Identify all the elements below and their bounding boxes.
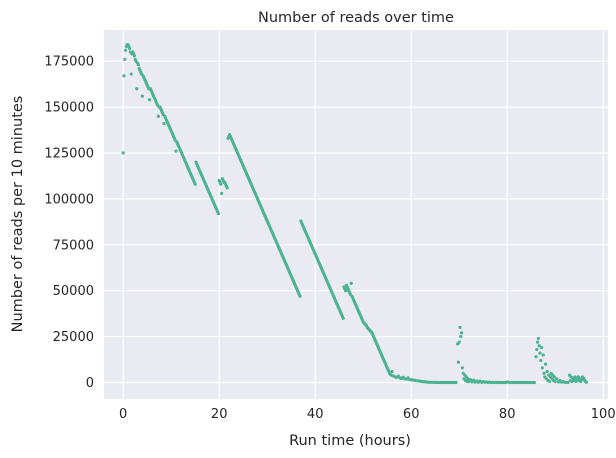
y-tick-label: 175000 [44, 55, 94, 70]
data-point [468, 378, 472, 382]
data-point [123, 57, 127, 61]
x-tick-label: 0 [119, 407, 127, 422]
x-tick-label: 80 [499, 407, 516, 422]
data-point [136, 63, 141, 67]
x-axis-label: Run time (hours) [289, 433, 411, 449]
y-axis-label: Number of reads per 10 minutes [10, 96, 26, 333]
data-point [162, 122, 166, 126]
data-point [460, 366, 465, 370]
data-point [343, 289, 348, 293]
data-point [132, 54, 136, 58]
data-point [129, 72, 133, 76]
y-tick-label: 150000 [44, 101, 94, 116]
data-point [540, 366, 544, 370]
data-point [124, 48, 128, 52]
data-point [553, 379, 557, 384]
data-point [225, 186, 229, 190]
y-tick-label: 50000 [53, 284, 94, 299]
data-point [121, 151, 125, 155]
data-point [458, 325, 462, 329]
data-point [535, 340, 540, 344]
data-point [298, 294, 302, 298]
data-point [547, 379, 552, 384]
y-tick-label: 75000 [53, 238, 94, 253]
data-point [552, 375, 556, 379]
data-point [539, 358, 543, 363]
data-point [140, 94, 144, 98]
data-point [466, 377, 470, 381]
x-tick-label: 60 [403, 407, 420, 422]
data-point [542, 371, 546, 375]
data-point [193, 182, 197, 186]
x-tick-label: 40 [307, 407, 324, 422]
data-point [156, 114, 160, 118]
data-point [534, 355, 538, 359]
data-point [122, 74, 126, 78]
data-point [216, 211, 220, 216]
data-points [121, 43, 589, 385]
data-point [389, 373, 393, 377]
data-point [220, 191, 224, 195]
x-tick-labels: 0 20 40 60 80 100 [119, 407, 616, 422]
y-tick-label: 100000 [44, 192, 94, 207]
data-point [541, 353, 545, 357]
data-point [174, 149, 178, 153]
data-point [456, 360, 460, 364]
chart-title: Number of reads over time [258, 10, 454, 26]
data-point [545, 369, 549, 374]
data-point [532, 380, 537, 385]
data-point [544, 362, 548, 366]
x-tick-label: 20 [211, 407, 228, 422]
x-tick-label: 100 [591, 407, 616, 422]
data-point [457, 340, 461, 344]
data-point [148, 98, 152, 102]
data-point [390, 369, 394, 374]
y-tick-label: 125000 [44, 147, 94, 162]
data-point [459, 334, 463, 339]
data-point [584, 380, 589, 384]
grid-lines [104, 30, 608, 399]
data-point [555, 377, 559, 381]
data-point [540, 346, 544, 350]
data-point [566, 380, 570, 385]
data-point [536, 336, 541, 341]
data-point [127, 46, 132, 50]
data-point [454, 380, 458, 385]
data-point [341, 316, 345, 320]
data-point [349, 281, 353, 285]
y-tick-label: 25000 [53, 330, 94, 345]
data-point [537, 344, 541, 348]
data-point [538, 351, 542, 355]
data-point [535, 347, 539, 352]
data-point [219, 182, 223, 186]
data-point [460, 331, 464, 335]
data-point [135, 87, 139, 91]
data-point [570, 379, 574, 384]
y-tick-label: 0 [86, 376, 94, 391]
y-tick-labels: 0 25000 50000 75000 100000 125000 150000 175000 [44, 55, 94, 391]
plot-area [104, 30, 608, 399]
